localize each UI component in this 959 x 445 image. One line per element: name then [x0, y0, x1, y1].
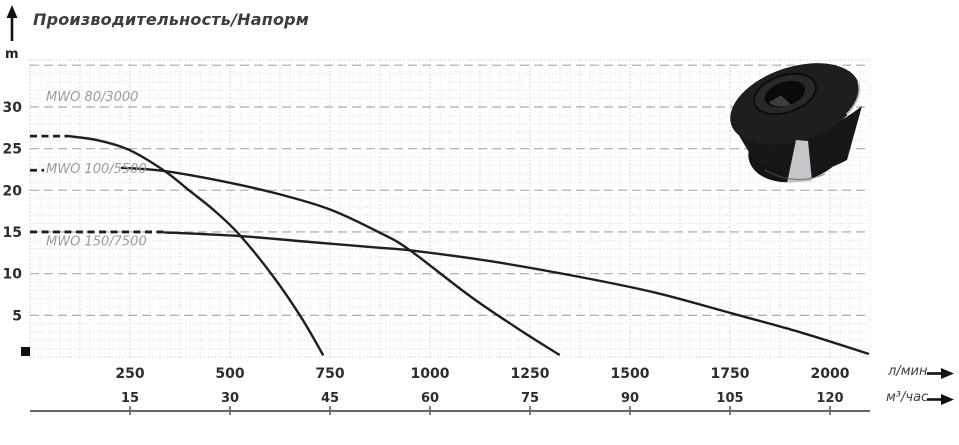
- svg-text:45: 45: [321, 391, 339, 406]
- svg-text:15: 15: [121, 391, 139, 406]
- svg-text:500: 500: [215, 366, 244, 382]
- y-axis-ticks: 5 10 15 20 25 30: [3, 100, 23, 324]
- curve-label: MWO 100/5500: [46, 162, 147, 177]
- svg-text:250: 250: [115, 366, 144, 382]
- curve-MWO-80-3000: MWO 80/3000: [30, 90, 324, 356]
- x-axis: 250 15 500 30 750 45 1000 60 1250 75 1500 90 1750 105…: [21, 347, 870, 415]
- svg-text:2000: 2000: [811, 366, 850, 382]
- curve-label: MWO 80/3000: [46, 90, 138, 105]
- svg-text:5: 5: [12, 308, 22, 324]
- svg-text:30: 30: [221, 391, 239, 406]
- svg-text:75: 75: [521, 391, 539, 406]
- svg-text:60: 60: [421, 391, 439, 406]
- svg-text:1500: 1500: [611, 366, 650, 382]
- origin-marker: [21, 347, 30, 356]
- pump-impeller-photo: [730, 63, 862, 183]
- svg-text:15: 15: [3, 225, 22, 241]
- curve-MWO-100-5500: MWO 100/5500: [30, 162, 560, 356]
- right-arrow-icon: [927, 394, 954, 405]
- svg-text:1250: 1250: [511, 366, 550, 382]
- up-arrow-icon: [6, 5, 18, 41]
- right-arrow-icon: [927, 368, 954, 379]
- flow-unit-lmin-label: л/мин: [888, 364, 928, 379]
- svg-text:20: 20: [3, 183, 23, 199]
- svg-text:30: 30: [3, 100, 23, 116]
- svg-text:1000: 1000: [411, 366, 450, 382]
- svg-text:750: 750: [315, 366, 344, 382]
- y-axis-unit-label: m: [5, 47, 19, 62]
- svg-text:25: 25: [3, 142, 22, 158]
- flow-unit-m3h-label: м³/час: [886, 390, 929, 405]
- chart-title: Производительность/Напорм: [33, 10, 310, 29]
- curve-label: MWO 150/7500: [46, 235, 147, 250]
- svg-text:120: 120: [816, 391, 843, 406]
- svg-text:1750: 1750: [711, 366, 750, 382]
- grid: [29, 59, 871, 358]
- curve-MWO-150-7500: MWO 150/7500: [30, 230, 870, 355]
- svg-text:90: 90: [621, 391, 639, 406]
- svg-text:10: 10: [3, 267, 23, 283]
- svg-text:105: 105: [716, 391, 743, 406]
